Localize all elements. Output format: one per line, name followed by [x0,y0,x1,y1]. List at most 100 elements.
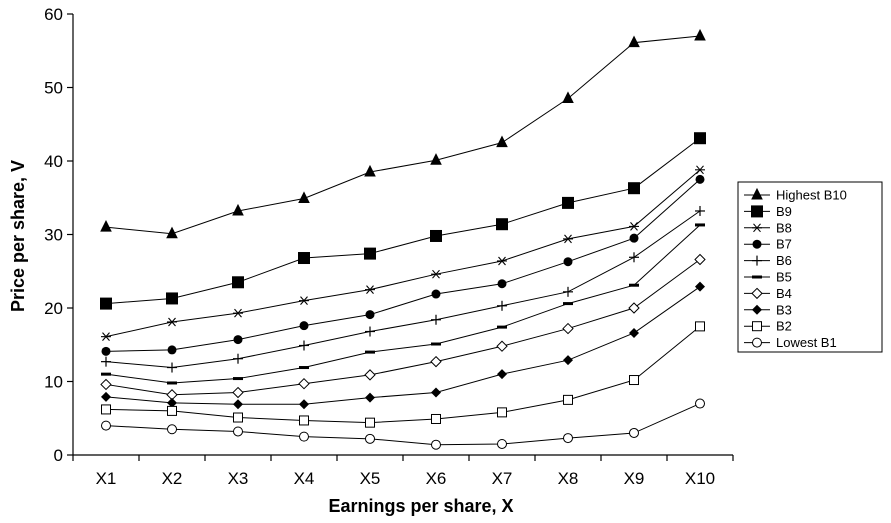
data-point [629,222,639,231]
data-point [694,253,706,266]
legend-item: B9 [744,204,792,219]
series-1 [100,132,706,310]
legend-marker [752,239,762,249]
data-point [365,417,375,428]
data-point [497,279,507,289]
legend-item: B4 [744,286,792,301]
legend-label: B9 [776,204,792,219]
y-tick-label: 20 [44,299,63,318]
series-layer [100,28,706,450]
legend-item: B3 [744,302,792,317]
data-point [233,426,243,437]
data-point [233,399,243,410]
data-point [100,297,112,310]
data-point [563,286,573,297]
series-3 [101,174,705,356]
data-point [100,378,112,391]
data-point [233,412,243,423]
data-point [563,257,573,267]
series-2 [101,165,705,342]
data-point [431,269,441,279]
data-point [299,415,309,426]
data-point [365,392,375,403]
data-point [299,431,309,442]
data-point [562,196,574,209]
data-point [101,346,111,356]
data-point [628,302,640,314]
data-point [365,310,375,320]
series-5 [101,223,705,385]
data-point [299,340,309,351]
data-point [431,342,441,346]
series-line [105,210,701,369]
data-point [364,164,376,177]
data-point [695,398,705,409]
data-point [695,165,705,175]
data-point [365,433,375,444]
data-point [299,296,309,306]
legend-item: B6 [744,253,792,268]
series-0 [100,28,706,239]
data-point [562,91,574,104]
data-point [628,35,640,48]
legend-label: B6 [776,253,792,268]
series-line [105,137,701,305]
data-point [497,407,507,418]
data-point [563,394,573,405]
legend-marker [752,223,762,233]
data-point [431,289,441,299]
data-point [695,281,705,292]
data-point [431,413,441,424]
data-point [496,135,508,148]
series-line [105,259,701,396]
x-tick-label: X1 [96,469,117,488]
data-point [629,252,639,263]
series-line [105,325,701,424]
data-point [232,203,244,216]
legend-marker [752,304,762,315]
series-6 [100,253,706,401]
x-tick-label: X2 [162,469,183,488]
legend-label: Lowest B1 [776,335,837,350]
data-point [166,226,178,239]
data-point [365,326,375,337]
data-point [563,433,573,444]
data-point [430,229,442,242]
y-tick-label: 0 [54,446,63,465]
data-point [431,439,441,450]
series-8 [101,321,705,428]
data-point [563,355,573,366]
data-point [629,375,639,386]
legend-label: B2 [776,319,792,334]
data-point [298,191,310,203]
data-point [232,386,244,399]
y-tick-label: 50 [44,79,63,98]
data-point [629,327,639,338]
legend-label: B3 [776,302,792,317]
data-point [233,377,243,381]
y-axis-title: Price per share, V [8,160,28,312]
series-4 [101,205,705,373]
series-9 [101,398,705,450]
data-point [233,353,243,364]
data-point [497,369,507,380]
data-point [695,223,705,227]
data-point [695,205,705,216]
y-tick-label: 10 [44,373,63,392]
data-point [233,308,243,318]
data-point [167,345,177,355]
x-tick-label: X9 [624,469,645,488]
y-tick-label: 60 [44,5,63,24]
y-tick-label: 40 [44,152,63,171]
legend-item: B7 [744,237,792,252]
data-point [101,391,111,402]
y-tick-label: 30 [44,226,63,245]
series-line [105,286,701,405]
legend-marker [752,255,762,266]
data-point [298,377,310,390]
series-line [105,35,701,235]
series-line [105,224,701,384]
data-point [496,218,508,231]
